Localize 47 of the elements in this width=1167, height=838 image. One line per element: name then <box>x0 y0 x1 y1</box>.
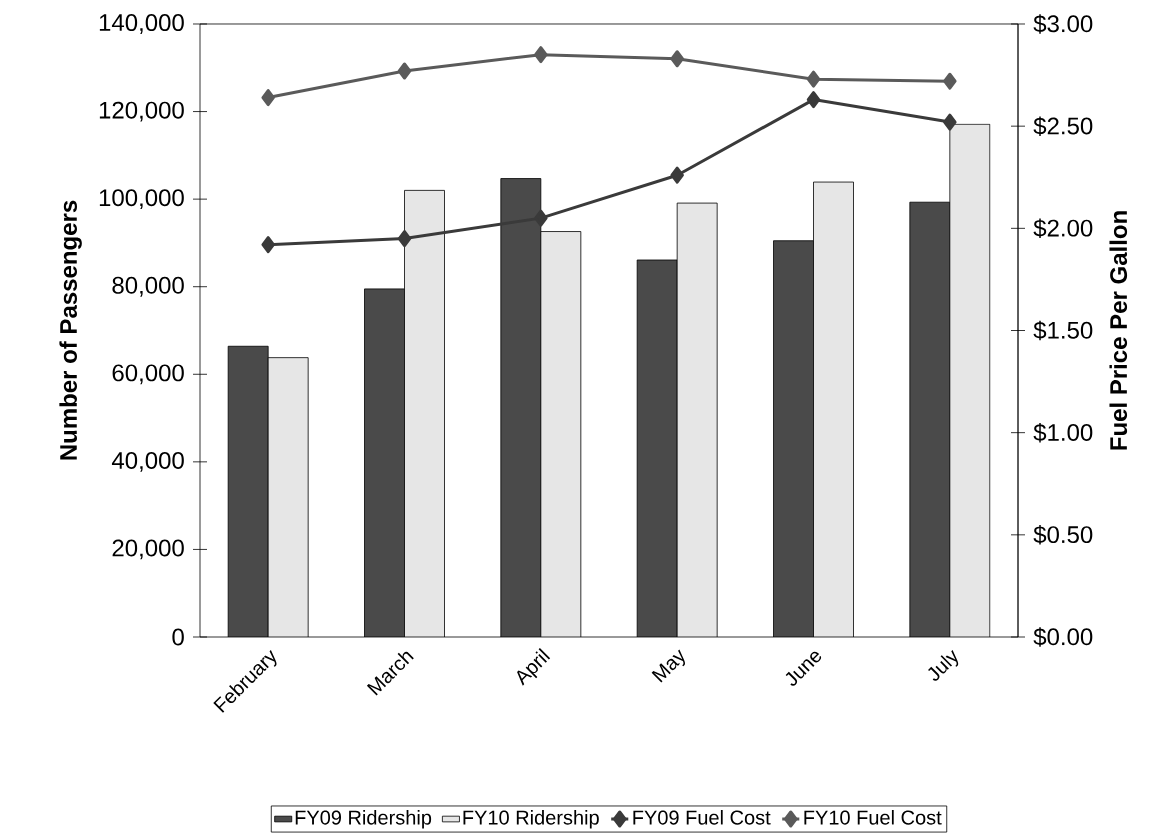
point <box>943 113 957 131</box>
y2-tick-label: $0.50 <box>1033 525 1093 545</box>
y-tick-label: 80,000 <box>112 276 184 297</box>
legend-label: FY10 Fuel Cost <box>804 809 942 825</box>
point <box>397 62 412 80</box>
y-tick-label: 20,000 <box>112 539 184 560</box>
y-tick-label: 140,000 <box>99 14 184 34</box>
y-tick-label: 60,000 <box>112 364 184 385</box>
y2-tick-label: $0.00 <box>1033 627 1093 647</box>
y-tick-label: 40,000 <box>111 451 184 472</box>
bar <box>676 202 718 637</box>
point <box>534 209 548 227</box>
bar <box>227 345 269 637</box>
y-tick-label: 0 <box>172 628 184 646</box>
y-axis-title: Number of Passengers <box>59 200 82 460</box>
legend-label: FY09 Ridership <box>295 809 432 829</box>
bar <box>267 357 309 637</box>
y2-tick-label: $2.00 <box>1033 218 1093 239</box>
bar <box>949 123 991 637</box>
y2-tick-label: $1.50 <box>1033 320 1093 341</box>
y2-tick-label: $1.00 <box>1033 422 1093 443</box>
bar <box>773 240 814 637</box>
point <box>397 230 412 248</box>
y2-tick-label: $3.00 <box>1033 14 1093 34</box>
point <box>261 236 275 254</box>
bar <box>364 288 405 637</box>
point <box>943 72 957 90</box>
point <box>806 70 821 88</box>
point <box>670 50 684 68</box>
bar <box>909 201 951 637</box>
x-tick-label: May <box>651 649 685 683</box>
bar <box>636 259 678 637</box>
bar <box>404 189 445 637</box>
x-tick-label: July <box>928 649 959 681</box>
y2-tick-label: $2.50 <box>1033 116 1093 136</box>
y-tick-label: 120,000 <box>99 101 184 122</box>
legend-label: FY10 Ridership <box>463 809 599 829</box>
point <box>670 166 684 184</box>
legend-label: FY09 Fuel Cost <box>633 809 771 825</box>
y-tick-label: 100,000 <box>99 189 184 210</box>
y2-axis-title: Fuel Price Per Gallon <box>1109 211 1128 450</box>
point <box>806 91 821 109</box>
point <box>534 46 548 64</box>
bar <box>813 181 854 637</box>
bar <box>500 178 541 637</box>
point <box>261 89 275 107</box>
bar <box>540 231 581 637</box>
